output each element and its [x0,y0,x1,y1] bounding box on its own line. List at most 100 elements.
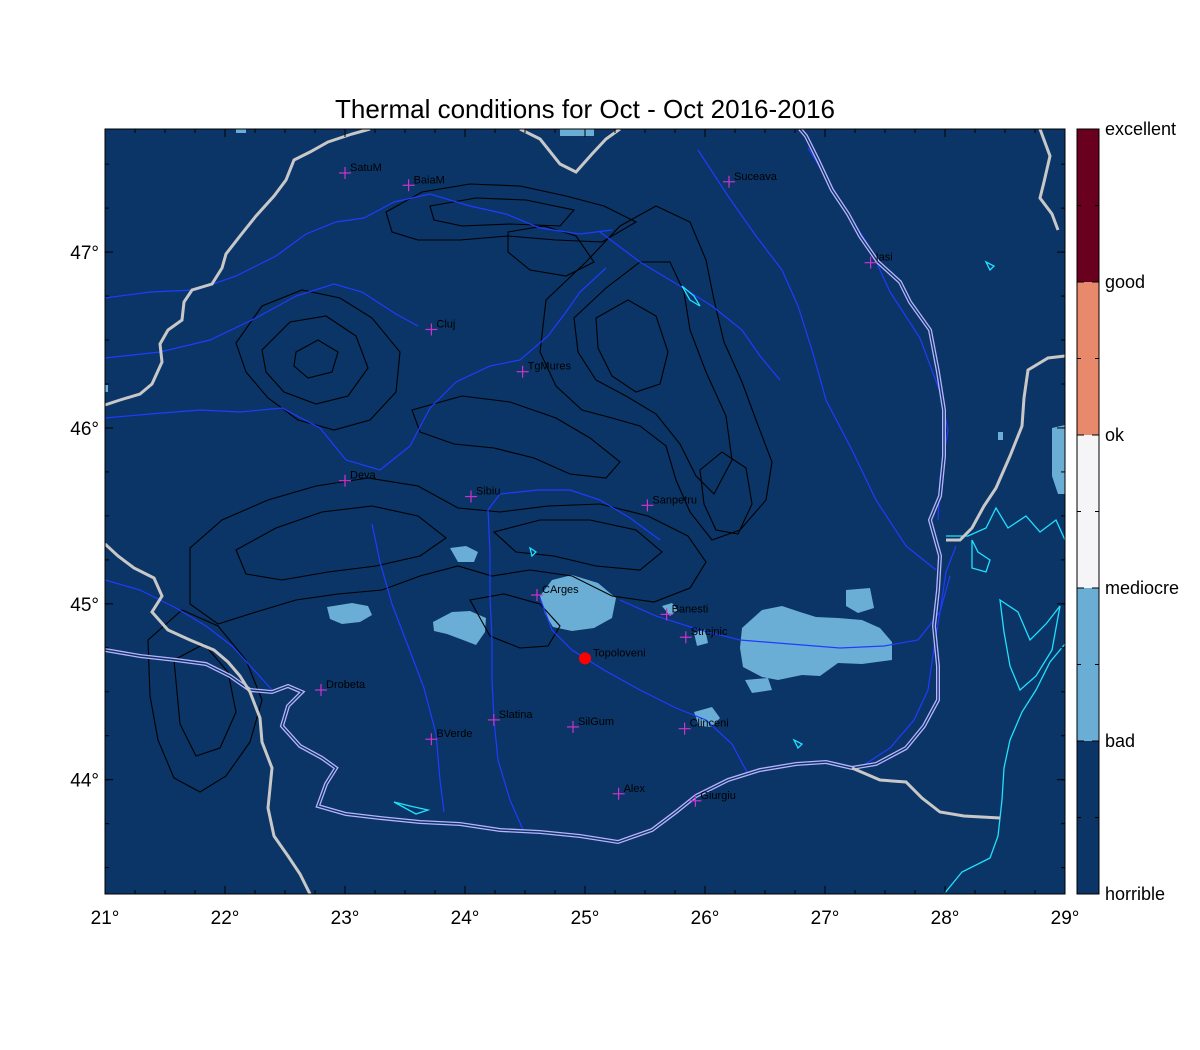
colorbar-labels: horrible bad mediocre ok good excellent [1105,119,1179,904]
border-romania-bulgaria [851,766,1001,820]
city-label: Banesti [672,603,709,615]
contour-apuseni-outer [235,289,401,431]
bad-region-baragan-north [846,588,874,613]
city-label: SatuM [350,162,382,174]
city-marker: Banesti [660,603,709,621]
city-label: BaiaM [414,174,445,186]
bad-region-olt [433,611,486,645]
topoloveni-site: Topoloveni [579,647,646,665]
bad-region-sibiu [450,546,478,562]
coast-lake-north [971,539,991,573]
contour-eastern-carpathians-inner [573,261,733,495]
x-tick-label: 23° [331,908,360,929]
topoloveni-site-label: Topoloveni [593,647,646,659]
city-label: Deva [350,470,377,482]
city-marker: Deva [339,470,377,487]
colorbar-label-excellent: excellent [1105,119,1176,139]
city-marker: Giurgiu [689,790,736,807]
colorbar-label-good: good [1105,272,1145,292]
city-label: Slatina [499,709,534,721]
colorbar-ticks [1077,128,1099,895]
bad-region-strejnic [694,629,708,646]
x-tick-label: 24° [451,908,480,929]
x-tick-label: 29° [1051,908,1080,929]
contour-apuseni-peak [293,339,339,379]
border-romania-hungary [105,129,371,407]
bad-region-west [327,603,372,624]
river-timis [105,579,273,691]
bad-region-baragan-south [745,678,772,693]
contour-carpathians-south-inner [235,505,447,581]
colorbar-segment-good [1077,129,1099,282]
coastline-and-lakes [393,260,1065,894]
city-markers: SatuM BaiaM Suceava Iasi Cluj TgMures Deva Sibi… [315,162,893,807]
city-marker: Clinceni [678,718,729,735]
city-marker: Iasi [864,252,893,269]
bad-region-fleck-1 [236,129,246,133]
y-tick-label: 45° [70,595,99,616]
topoloveni-site-marker [579,652,591,665]
contour-maramures-inner [429,197,576,227]
city-label: CArges [542,584,579,596]
city-label: Cluj [436,318,455,330]
city-label: Iasi [876,252,893,264]
bad-region-clinceni [694,707,720,727]
coast-lake-arges [528,546,538,558]
contour-vrancea [699,451,753,535]
city-marker: CArges [531,584,579,602]
city-label: Strejnic [691,626,728,638]
coast-lake-calarasi [792,738,804,750]
delta-channels [946,506,1065,541]
contour-mures-valley [411,395,621,479]
colorbar-segment-bad [1077,588,1099,741]
contour-subcarpathian [469,593,561,649]
map-background [105,129,1065,894]
coast-lake-iasi [984,260,996,272]
city-label: Clinceni [690,718,729,730]
city-marker: BVerde [425,728,472,746]
border-romania-serbia [105,542,312,894]
city-label: Alex [624,783,646,795]
city-marker: Alex [612,783,646,800]
border-moldova-ukraine-south [946,354,1065,542]
bad-region-fleck-3 [105,385,108,392]
city-label: SilGum [578,716,614,728]
colorbar-label-ok: ok [1105,425,1125,445]
bad-region-fleck-2 [998,432,1003,440]
city-marker: Drobeta [315,679,366,696]
river-arges [539,597,749,775]
contour-eastern-carpathians [539,205,773,541]
city-marker: Suceava [723,171,778,188]
x-axis: 21° 22° 23° 24° 25° 26° 27° 28° 29° [91,129,1080,929]
colorbar-segments [1077,129,1099,894]
y-tick-label: 46° [70,419,99,440]
x-tick-label: 26° [691,908,720,929]
contour-maramures [385,183,638,243]
coast-lake-bicaz [681,285,701,307]
colorbar-segment-horrible [1077,741,1099,894]
city-label: Suceava [734,171,778,183]
danube-centerline [105,129,945,843]
x-tick-label: 27° [811,908,840,929]
x-tick-label: 21° [91,908,120,929]
colorbar-label-mediocre: mediocre [1105,578,1179,598]
country-borders [105,129,1065,894]
city-marker: SatuM [339,162,382,179]
danube-and-prut-rivers [105,129,946,845]
river-ialomita [619,575,951,649]
river-danube-arm [855,545,957,771]
relief-contours [147,183,773,793]
y-tick-label: 47° [70,243,99,264]
y-axis: 44° 45° 46° 47° [70,163,1065,869]
city-marker: BaiaM [402,174,445,192]
river-mures [105,267,607,471]
colorbar-label-bad: bad [1105,731,1135,751]
city-marker: Cluj [425,318,455,336]
colorbar-label-horrible: horrible [1105,884,1165,904]
city-label: Sibiu [476,486,500,498]
map-title: Thermal conditions for Oct - Oct 2016-20… [335,94,835,124]
city-label: TgMures [528,361,572,373]
black-sea-coastline [943,643,1065,894]
border-moldova-ukraine-north [1038,129,1060,231]
y-tick-label: 44° [70,771,99,792]
